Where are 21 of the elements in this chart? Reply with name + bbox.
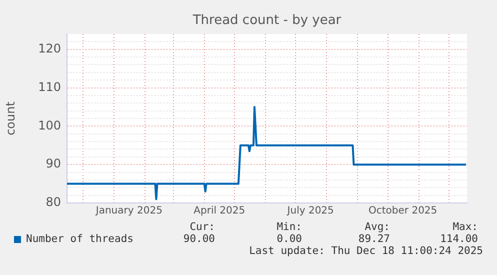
x-tick-label: October 2025 (368, 206, 438, 217)
y-tick-label: 120 (38, 41, 61, 56)
y-tick-label: 80 (46, 195, 61, 210)
chart-title: Thread count - by year (192, 13, 342, 28)
x-tick-label: July 2025 (286, 206, 334, 217)
text: Max: (452, 221, 478, 233)
legend-label: Number of threads (26, 233, 134, 245)
text: Min: (276, 221, 302, 233)
text: 89.27 (358, 233, 390, 245)
text: Last update: Thu Dec 18 11:00:24 2025 (249, 245, 483, 257)
text: 0.00 (276, 233, 302, 245)
text: Avg: (364, 221, 390, 233)
text: 90.00 (183, 233, 215, 245)
text: 114.00 (440, 233, 478, 245)
y-axis-title: count (3, 101, 18, 136)
x-tick-label: January 2025 (94, 206, 162, 217)
y-tick-label: 100 (38, 118, 61, 132)
x-tick-label: April 2025 (194, 206, 246, 217)
y-tick-label: 90 (46, 156, 61, 171)
y-tick-label: 110 (38, 80, 61, 94)
text: Cur: (190, 221, 215, 233)
